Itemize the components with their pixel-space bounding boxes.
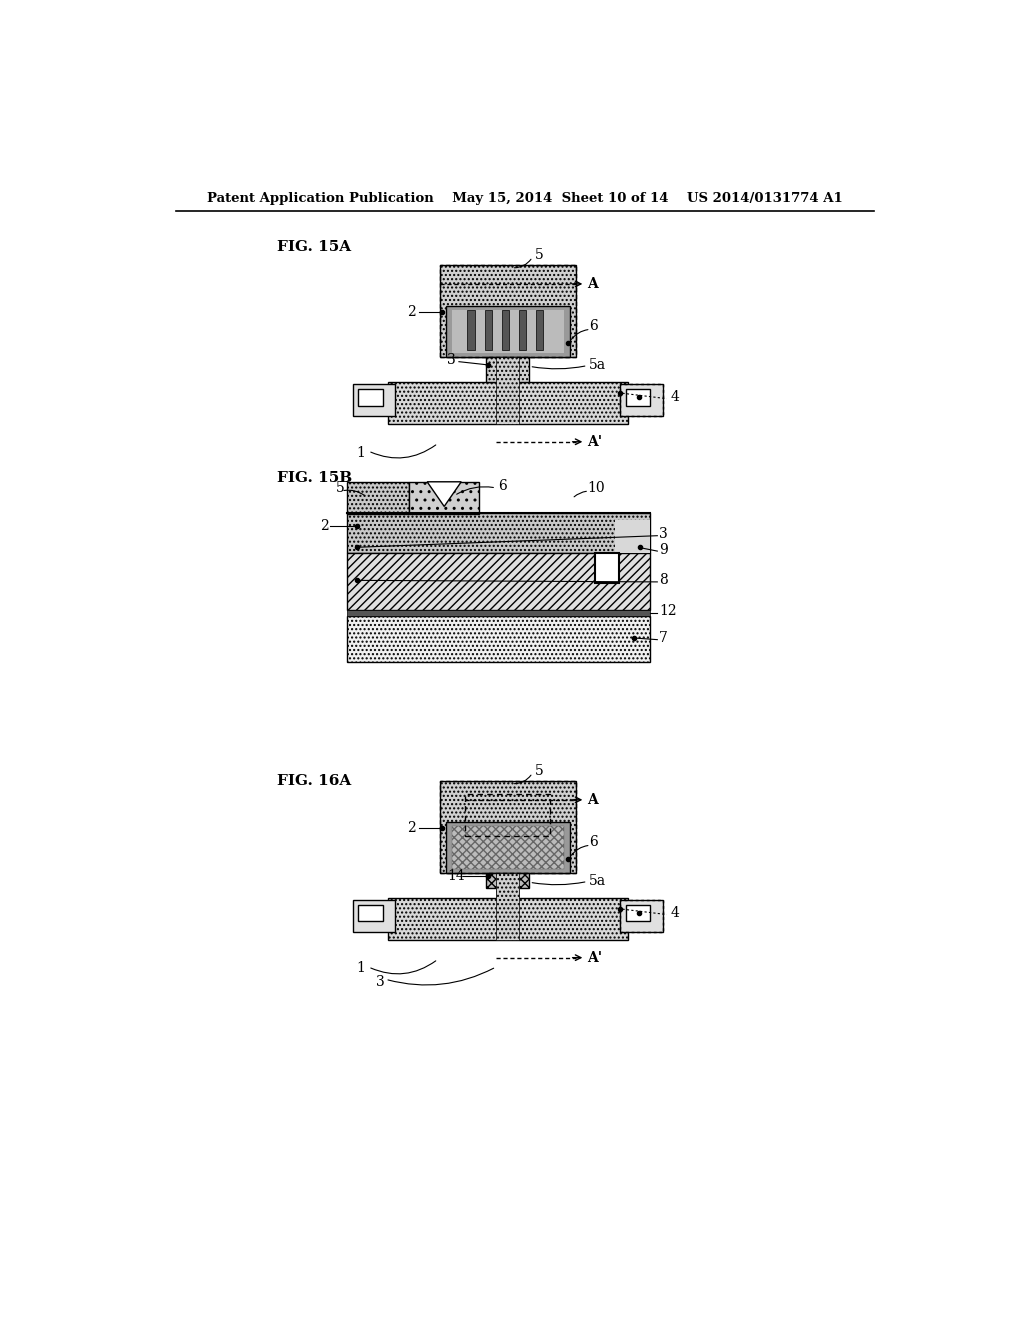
Bar — [621, 900, 663, 932]
Bar — [347, 610, 649, 615]
Bar — [614, 520, 649, 553]
Text: 14: 14 — [447, 869, 465, 883]
Bar — [518, 310, 526, 350]
Text: FIG. 15B: FIG. 15B — [276, 471, 352, 484]
Bar — [496, 888, 519, 898]
Bar — [595, 553, 618, 583]
Text: A': A' — [587, 950, 602, 965]
Bar — [347, 482, 410, 515]
Text: 6: 6 — [589, 319, 598, 333]
Text: 2: 2 — [321, 520, 329, 533]
Bar — [439, 264, 575, 358]
Bar — [627, 388, 649, 405]
Bar — [358, 904, 383, 921]
Text: 3: 3 — [658, 527, 668, 541]
Bar — [358, 388, 383, 405]
Bar — [352, 384, 395, 416]
Text: 2: 2 — [407, 821, 416, 836]
Bar — [410, 482, 479, 515]
Bar — [439, 780, 575, 873]
Text: 7: 7 — [658, 631, 668, 645]
Text: 4: 4 — [671, 906, 679, 920]
Bar — [621, 384, 663, 416]
Bar — [484, 310, 493, 350]
Bar — [352, 900, 395, 932]
Text: 12: 12 — [658, 605, 677, 618]
Bar — [465, 793, 550, 836]
Bar — [467, 310, 475, 350]
Text: 9: 9 — [658, 543, 668, 557]
Bar — [502, 310, 509, 350]
Text: 1: 1 — [356, 961, 366, 975]
Bar — [347, 512, 649, 553]
Bar — [496, 358, 519, 424]
Bar — [347, 553, 649, 610]
Text: 8: 8 — [658, 573, 668, 587]
Text: FIG. 16A: FIG. 16A — [276, 774, 351, 788]
Text: A: A — [587, 793, 598, 807]
Bar — [452, 826, 563, 869]
Bar — [621, 384, 663, 416]
Bar — [347, 615, 649, 663]
Text: 4: 4 — [671, 391, 679, 404]
Bar — [496, 873, 519, 940]
Text: 5: 5 — [535, 763, 544, 777]
Text: 3: 3 — [376, 975, 385, 989]
Text: 5: 5 — [535, 248, 544, 261]
Text: 1: 1 — [356, 446, 366, 459]
Bar — [445, 306, 569, 358]
Bar — [452, 310, 563, 354]
Text: 3: 3 — [447, 354, 456, 367]
Bar — [445, 822, 569, 873]
Text: 10: 10 — [588, 480, 605, 495]
Polygon shape — [427, 482, 461, 507]
Bar — [627, 904, 649, 921]
Text: 5a: 5a — [589, 874, 606, 887]
Text: 5: 5 — [336, 480, 344, 495]
Bar — [388, 898, 628, 940]
Text: 2: 2 — [407, 305, 416, 319]
Bar — [439, 264, 575, 358]
Bar — [486, 873, 529, 888]
Text: 5a: 5a — [589, 358, 606, 372]
Bar — [621, 900, 663, 932]
Bar — [388, 381, 628, 424]
Text: A': A' — [587, 434, 602, 449]
Bar — [486, 358, 529, 381]
Bar — [452, 826, 563, 869]
Text: 6: 6 — [499, 479, 507, 492]
Bar — [536, 310, 544, 350]
Text: 6: 6 — [589, 836, 598, 849]
Text: Patent Application Publication    May 15, 2014  Sheet 10 of 14    US 2014/013177: Patent Application Publication May 15, 2… — [207, 191, 843, 205]
Text: A: A — [587, 277, 598, 290]
Text: FIG. 15A: FIG. 15A — [276, 240, 351, 253]
Bar — [439, 780, 575, 873]
